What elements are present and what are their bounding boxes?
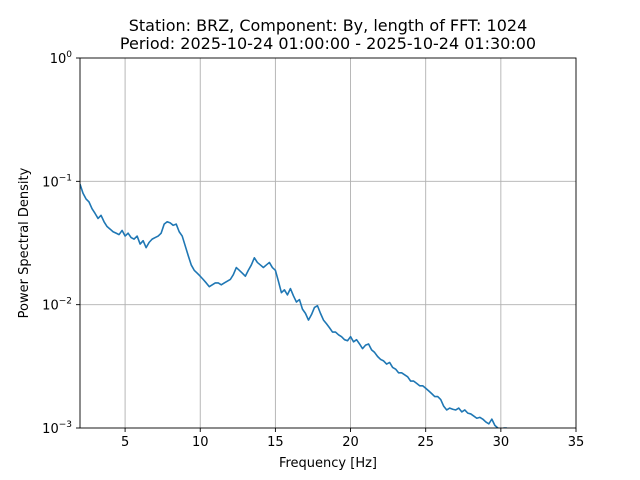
y-tick-base: 10	[42, 175, 59, 190]
y-tick-label: 10−3	[42, 420, 72, 437]
y-tick-base: 10	[42, 299, 59, 314]
x-tick-label: 10	[192, 435, 209, 450]
psd-series-line-0	[80, 183, 507, 428]
y-tick-base: 10	[42, 422, 59, 437]
y-tick-label: 10−2	[42, 297, 72, 314]
y-tick-exponent: −2	[59, 297, 72, 307]
y-tick-label: 10−1	[42, 173, 72, 190]
x-tick-label: 15	[267, 435, 284, 450]
x-tick-label: 5	[121, 435, 129, 450]
y-tick-exponent: 0	[66, 50, 72, 60]
chart-title-line2: Period: 2025-10-24 01:00:00 - 2025-10-24…	[120, 34, 536, 53]
y-axis-label: Power Spectral Density	[17, 167, 32, 318]
chart-title-line1: Station: BRZ, Component: By, length of F…	[129, 16, 528, 35]
x-tick-label: 20	[342, 435, 359, 450]
x-axis-label: Frequency [Hz]	[279, 456, 377, 471]
y-tick-exponent: −3	[59, 420, 72, 430]
series-layer	[80, 183, 507, 428]
x-tick-label: 25	[417, 435, 434, 450]
y-tick-base: 10	[50, 52, 67, 67]
y-tick-label: 100	[50, 50, 73, 67]
grid-layer	[80, 58, 576, 428]
y-tick-exponent: −1	[59, 173, 72, 183]
axes-frame	[79, 57, 577, 429]
x-tick-label: 30	[493, 435, 510, 450]
x-tick-label: 35	[568, 435, 585, 450]
